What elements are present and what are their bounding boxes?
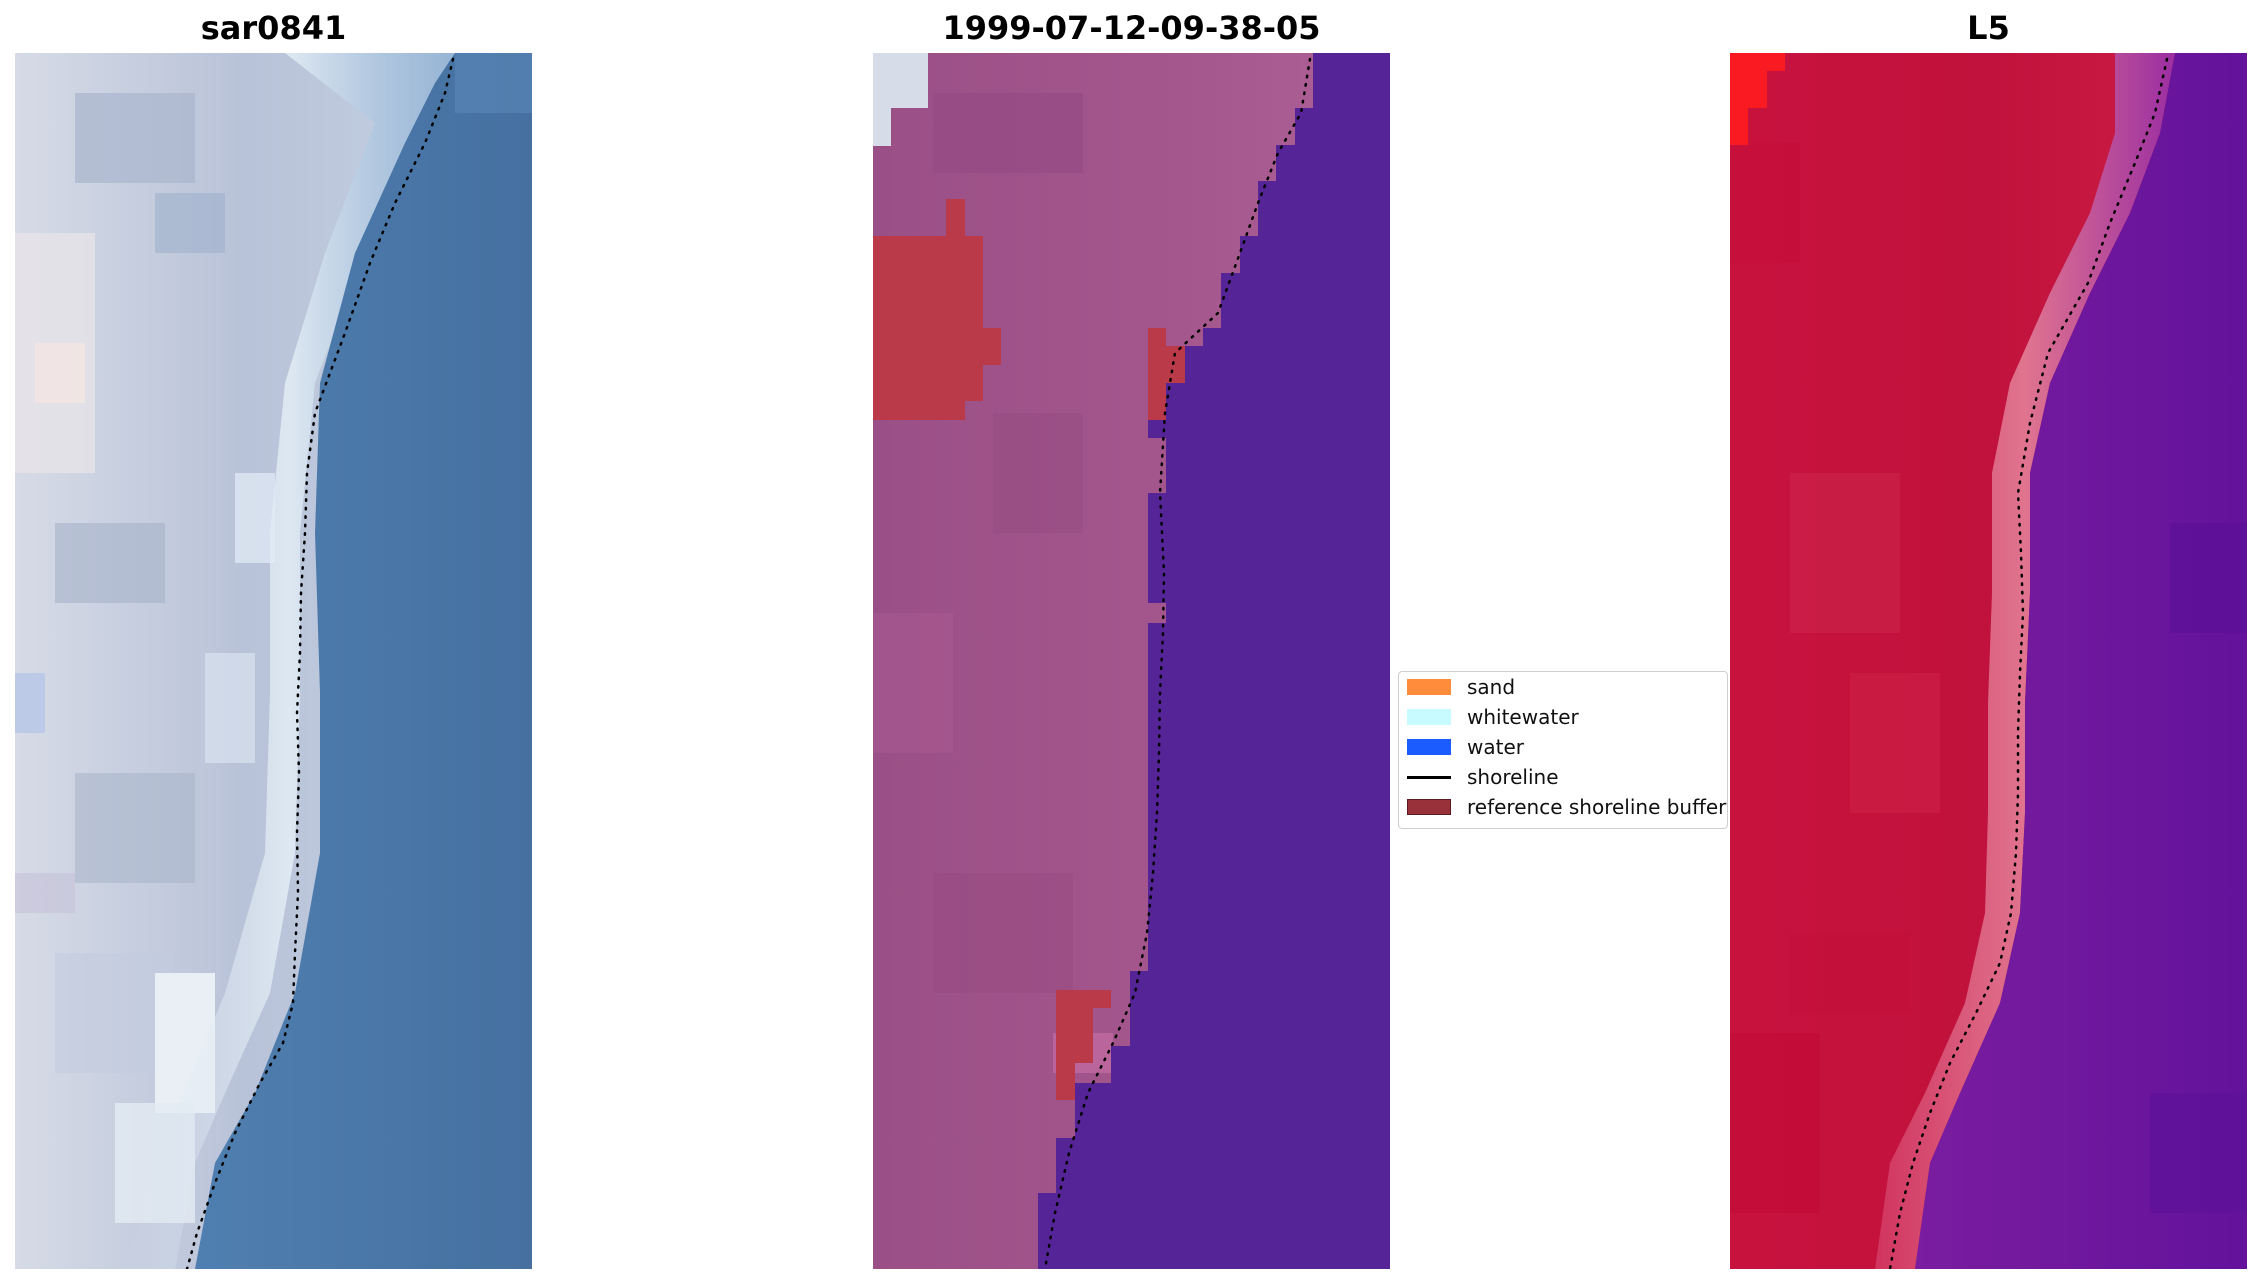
legend: sand whitewater water shoreline referenc…: [1398, 671, 1728, 829]
panel-title-left: sar0841: [200, 9, 347, 47]
reference-buffer-swatch: [1407, 799, 1451, 815]
legend-label-whitewater: whitewater: [1467, 705, 1579, 729]
rgb-image-panel: [15, 53, 532, 1269]
legend-item-shoreline: shoreline: [1407, 762, 1559, 792]
legend-label-sand: sand: [1467, 675, 1516, 699]
shoreline-dots-left: [185, 57, 455, 1269]
classified-image: [873, 53, 1390, 1269]
legend-label-reference-buffer: reference shoreline buffer: [1467, 795, 1727, 819]
whitewater-swatch: [1407, 709, 1451, 725]
shoreline-line-swatch: [1407, 775, 1451, 779]
classified-image-panel: [873, 53, 1390, 1269]
buffer-patch-upper: [873, 199, 1001, 420]
rgb-image: [15, 53, 532, 1269]
shoreline-dots-middle: [1043, 57, 1312, 1269]
legend-label-water: water: [1467, 735, 1524, 759]
index-image: [1730, 53, 2247, 1269]
shoreline-dots-right: [1888, 57, 2169, 1269]
legend-item-water: water: [1407, 732, 1524, 762]
sand-swatch: [1407, 679, 1451, 695]
legend-item-sand: sand: [1407, 672, 1515, 702]
legend-item-whitewater: whitewater: [1407, 702, 1579, 732]
buffer-patch-lower: [1056, 990, 1111, 1100]
index-image-panel: [1730, 53, 2247, 1269]
water-swatch: [1407, 739, 1451, 755]
panel-title-right: L5: [1967, 9, 2010, 47]
legend-label-shoreline: shoreline: [1467, 765, 1559, 789]
water-region-classified: [1038, 53, 1390, 1269]
legend-item-reference-buffer: reference shoreline buffer: [1407, 792, 1726, 822]
panel-title-middle: 1999-07-12-09-38-05: [942, 9, 1321, 47]
